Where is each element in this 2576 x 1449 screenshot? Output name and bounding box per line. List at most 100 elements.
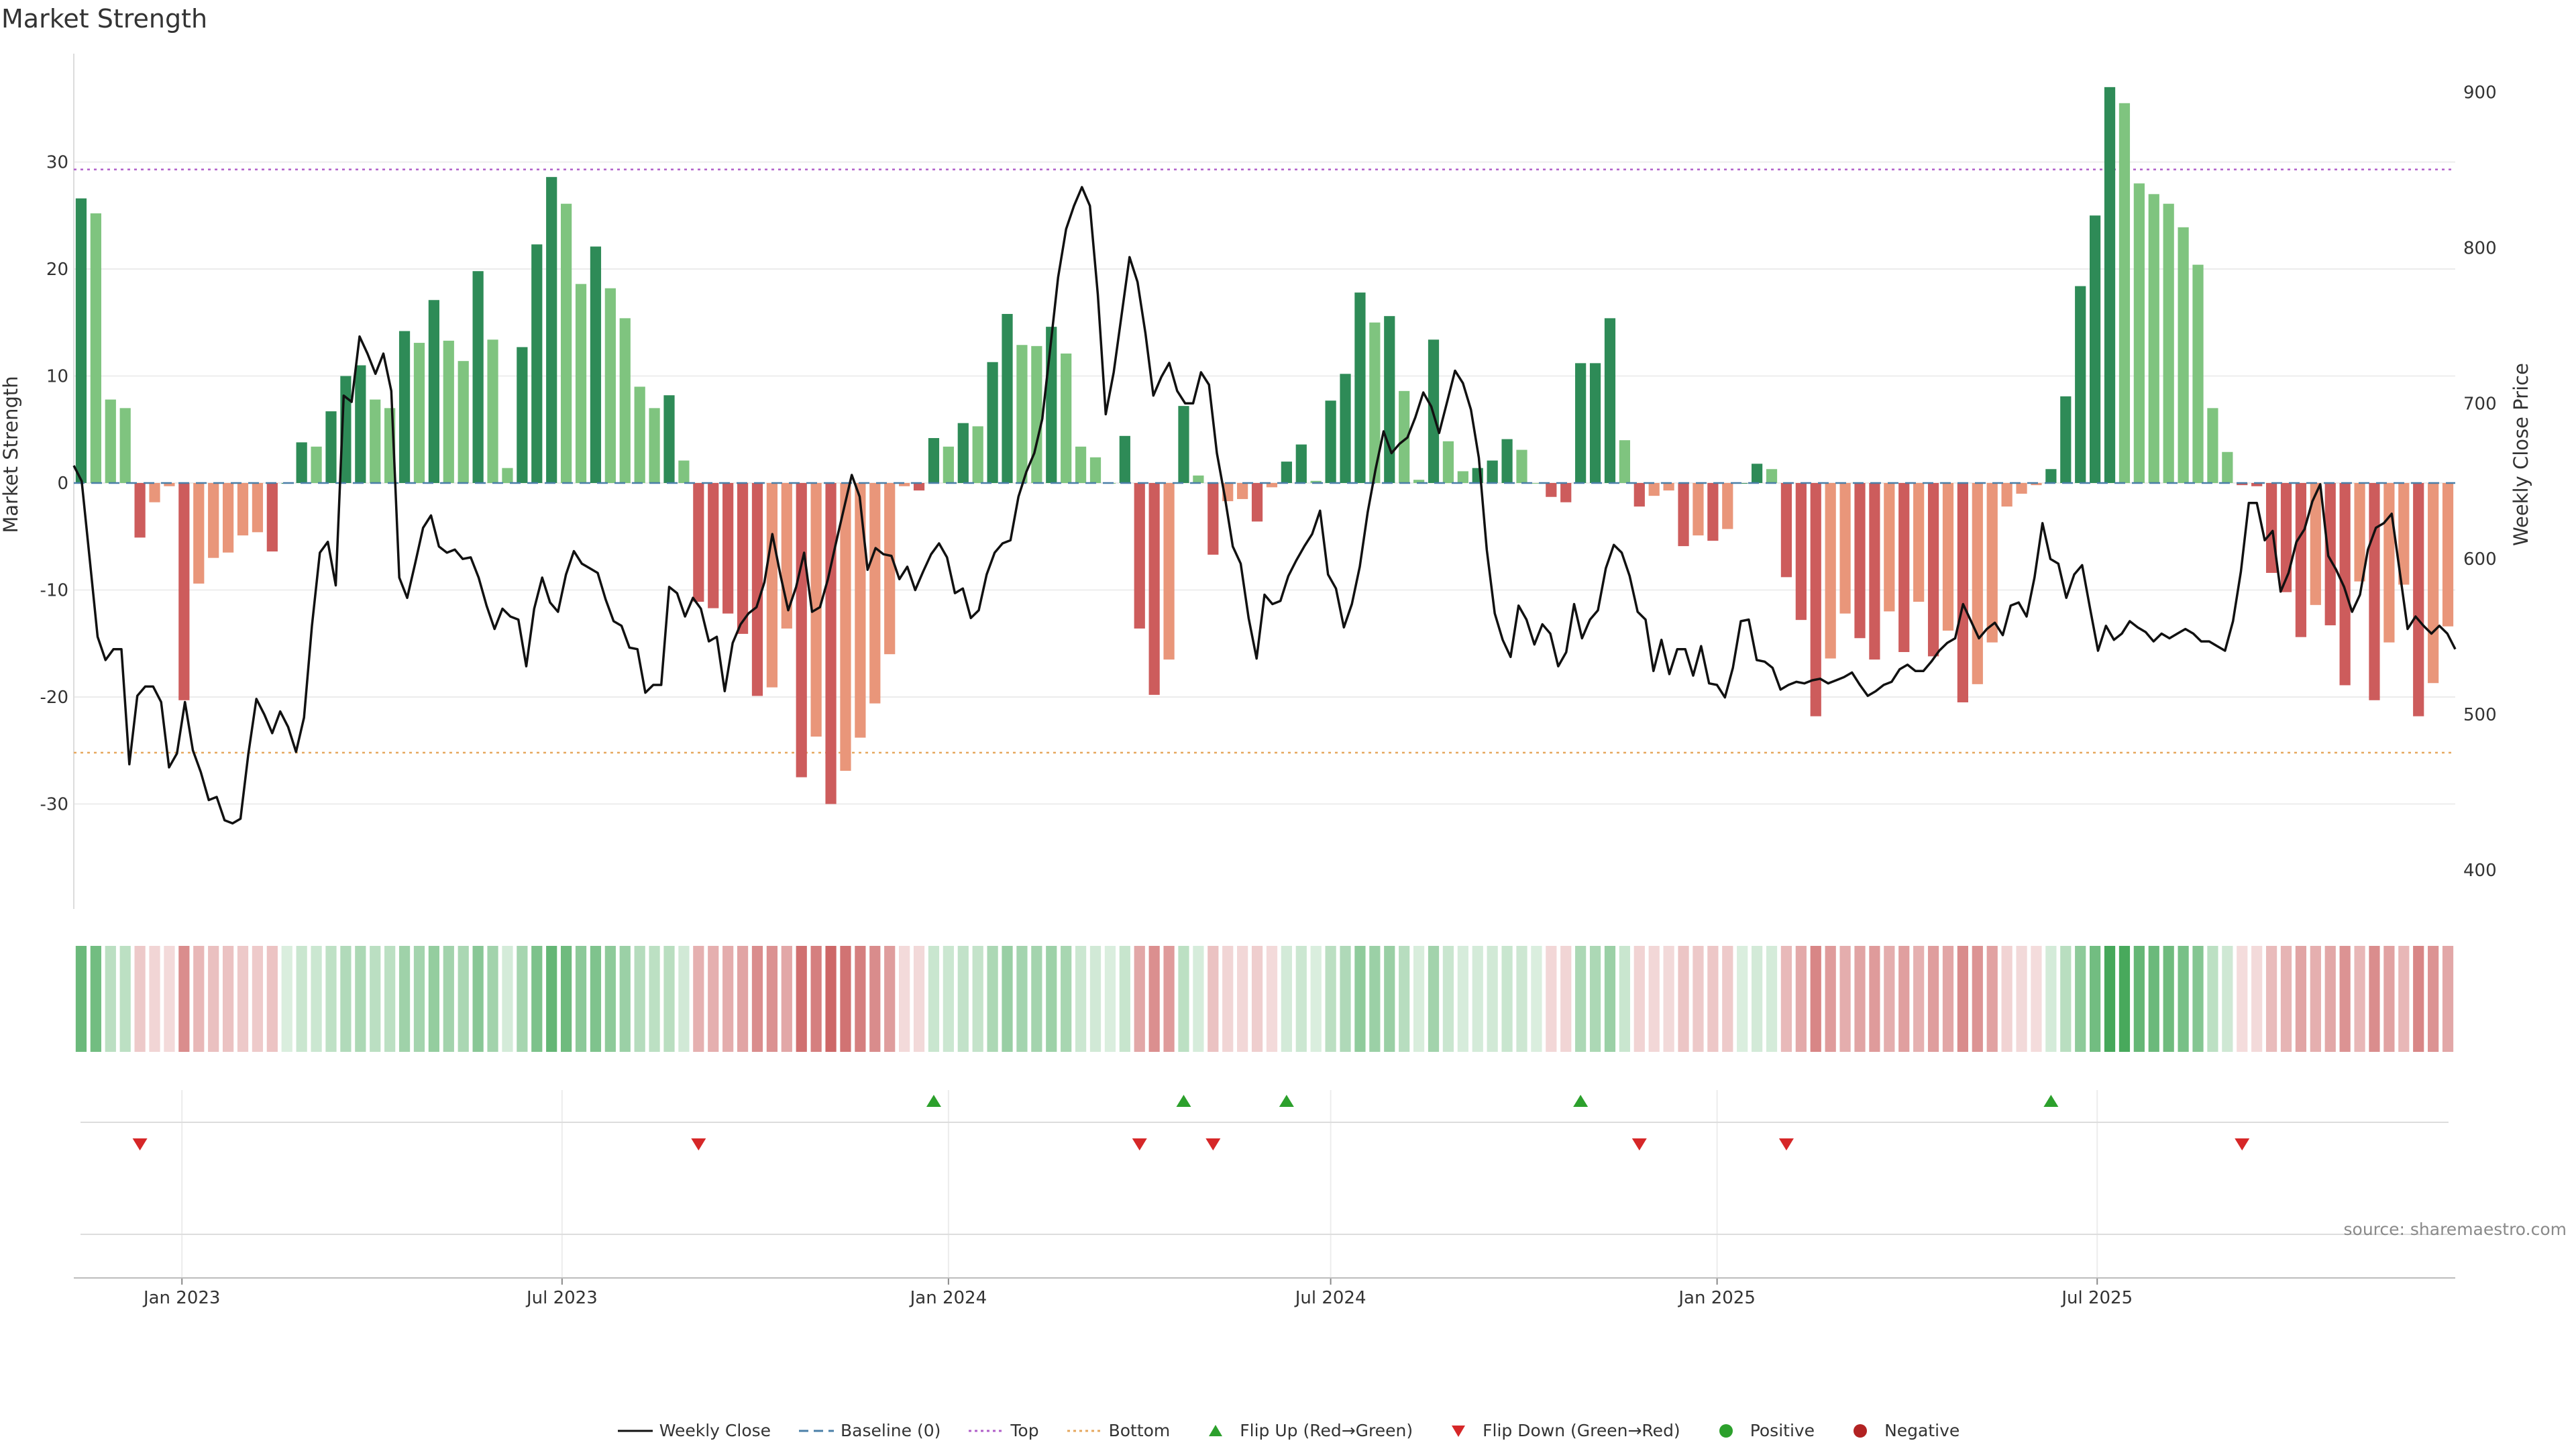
strength-bar bbox=[722, 483, 734, 614]
legend-label: Flip Up (Red→Green) bbox=[1240, 1421, 1413, 1440]
strength-bar bbox=[1604, 318, 1616, 483]
strength-bar bbox=[443, 340, 454, 483]
heat-cell bbox=[340, 946, 352, 1052]
strength-bar bbox=[2354, 483, 2365, 582]
strength-bar bbox=[2324, 483, 2336, 626]
heat-cell bbox=[722, 946, 734, 1052]
strength-bar bbox=[237, 483, 249, 536]
y-right-tick-label: 900 bbox=[2463, 83, 2497, 103]
flip-down-marker bbox=[1132, 1138, 1147, 1150]
heat-cell bbox=[1972, 946, 1983, 1052]
strength-bar bbox=[1442, 441, 1454, 483]
strength-bar bbox=[517, 347, 528, 483]
heat-cell bbox=[2090, 946, 2101, 1052]
strength-bar bbox=[693, 483, 704, 602]
heat-cell bbox=[1193, 946, 1204, 1052]
heat-cell bbox=[2163, 946, 2174, 1052]
heat-cell bbox=[2031, 946, 2042, 1052]
heat-cell bbox=[1413, 946, 1425, 1052]
heat-cell bbox=[1384, 946, 1395, 1052]
heat-cell bbox=[1442, 946, 1454, 1052]
y-right-axis-label: Weekly Close Price bbox=[2510, 363, 2532, 546]
heat-cell bbox=[1369, 946, 1381, 1052]
heat-cell bbox=[1501, 946, 1513, 1052]
strength-bar bbox=[1295, 444, 1307, 483]
strength-bar bbox=[1089, 457, 1102, 483]
strength-bar bbox=[252, 483, 264, 533]
strength-bar bbox=[2090, 215, 2101, 483]
strength-bar bbox=[1957, 483, 1969, 702]
strength-bar bbox=[355, 365, 366, 483]
heat-cell bbox=[178, 946, 190, 1052]
heat-cell bbox=[281, 946, 292, 1052]
strength-bar bbox=[972, 426, 983, 483]
x-tick-label: Jul 2024 bbox=[1294, 1288, 1366, 1308]
heat-cell bbox=[560, 946, 572, 1052]
strength-bar bbox=[1707, 483, 1719, 541]
strength-bar bbox=[1002, 313, 1013, 483]
heat-cell bbox=[1487, 946, 1498, 1052]
strength-bar bbox=[1854, 483, 1866, 639]
strength-bar bbox=[1913, 483, 1925, 602]
heat-cell bbox=[1927, 946, 1939, 1052]
heat-cell bbox=[2133, 946, 2145, 1052]
y-tick-label: -30 bbox=[40, 795, 68, 815]
heat-cell bbox=[634, 946, 645, 1052]
chart-legend: Weekly Close Baseline (0) Top Bottom Flip Up… bbox=[0, 1421, 2576, 1443]
heat-cell bbox=[2265, 946, 2277, 1052]
strength-bar bbox=[1075, 446, 1087, 483]
flip-down-marker bbox=[2235, 1138, 2250, 1150]
strength-bar bbox=[766, 483, 778, 688]
heat-cell bbox=[1281, 946, 1292, 1052]
legend-label: Bottom bbox=[1108, 1421, 1171, 1440]
heat-cell bbox=[708, 946, 719, 1052]
heat-cell bbox=[2310, 946, 2321, 1052]
strength-bar bbox=[164, 483, 175, 486]
strength-bar bbox=[957, 423, 969, 483]
heat-cell bbox=[1575, 946, 1587, 1052]
strength-bar bbox=[2280, 483, 2292, 592]
weekly-close-line bbox=[72, 186, 2457, 825]
legend-item: Negative bbox=[1841, 1421, 1960, 1440]
strength-bar bbox=[1266, 483, 1278, 488]
heat-cell bbox=[1134, 946, 1145, 1052]
heat-cell bbox=[2413, 946, 2424, 1052]
strength-bar bbox=[1884, 483, 1895, 612]
heat-cell bbox=[1016, 946, 1028, 1052]
heat-cell bbox=[398, 946, 411, 1052]
heat-cell bbox=[1516, 946, 1527, 1052]
heat-cell bbox=[1825, 946, 1836, 1052]
legend-label: Top bbox=[1010, 1421, 1039, 1440]
strength-bar bbox=[311, 446, 322, 483]
strength-bar bbox=[1046, 327, 1057, 483]
strength-bar bbox=[1693, 483, 1704, 536]
heat-cell bbox=[517, 946, 528, 1052]
heat-cell bbox=[428, 946, 439, 1052]
strength-bar bbox=[2237, 483, 2248, 486]
legend-label: Negative bbox=[1884, 1421, 1960, 1440]
strength-bar bbox=[1384, 316, 1395, 483]
strength-bar bbox=[90, 213, 101, 483]
heat-cell bbox=[1472, 946, 1483, 1052]
heat-cell bbox=[119, 946, 131, 1052]
y-right-tick-label: 800 bbox=[2463, 238, 2497, 258]
strength-bar bbox=[2310, 483, 2321, 605]
strength-bar bbox=[1898, 483, 1910, 653]
heat-cell bbox=[1178, 946, 1189, 1052]
heat-cell bbox=[1589, 946, 1601, 1052]
heat-cell bbox=[252, 946, 264, 1052]
strength-bar bbox=[531, 244, 543, 483]
strength-bar bbox=[458, 361, 469, 483]
legend-label: Baseline (0) bbox=[841, 1421, 941, 1440]
heat-cell bbox=[1266, 946, 1278, 1052]
strength-bar bbox=[208, 483, 219, 558]
strength-bar bbox=[2339, 483, 2351, 686]
legend-item: Positive bbox=[1707, 1421, 1815, 1440]
heat-cell bbox=[222, 946, 234, 1052]
legend-item: Flip Up (Red→Green) bbox=[1197, 1421, 1413, 1440]
line-solid-black-icon bbox=[617, 1430, 653, 1432]
strength-bar bbox=[840, 483, 851, 771]
heat-cell bbox=[781, 946, 792, 1052]
strength-bar bbox=[1780, 483, 1792, 578]
x-tick-label: Jan 2023 bbox=[142, 1288, 221, 1308]
